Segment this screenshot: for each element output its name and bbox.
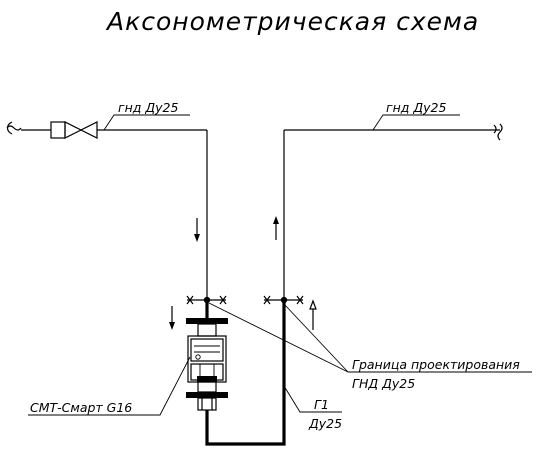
meter-label: СМТ-Смарт G16 — [30, 400, 132, 415]
boundary-leader-2 — [284, 304, 348, 372]
left-pipe: гнд Ду25 — [7, 100, 207, 300]
boundary-leader-1 — [209, 303, 348, 372]
pipe-break-wave-left — [7, 126, 21, 130]
pipe-break-wave-right — [494, 125, 496, 133]
pipe-break-icon-right — [498, 124, 502, 140]
gate-valve-icon — [51, 122, 97, 138]
pipe-break-icon-left — [8, 122, 13, 134]
g1-leader — [284, 386, 342, 412]
flow-arrow-icon-down — [194, 218, 200, 242]
flow-arrow-icon-up — [273, 216, 279, 240]
boundary-label-line2: ГНД Ду25 — [352, 376, 415, 391]
gas-meter-icon — [186, 300, 228, 410]
left-pipe-label: гнд Ду25 — [118, 100, 178, 115]
right-pipe-label: гнд Ду25 — [386, 100, 446, 115]
g1-label-line1: Г1 — [314, 397, 329, 412]
diagram-title: Аксонометрическая схема — [105, 7, 479, 36]
g1-label-line2: Ду25 — [308, 416, 342, 431]
flow-arrow-icon-meter — [169, 306, 175, 330]
flow-arrow-icon-outline — [310, 301, 316, 330]
boundary-label-line1: Граница проектирования — [352, 357, 520, 372]
left-pipe-leader — [104, 115, 190, 130]
right-pipe-leader — [373, 115, 460, 130]
right-pipe: гнд Ду25 — [273, 100, 502, 300]
